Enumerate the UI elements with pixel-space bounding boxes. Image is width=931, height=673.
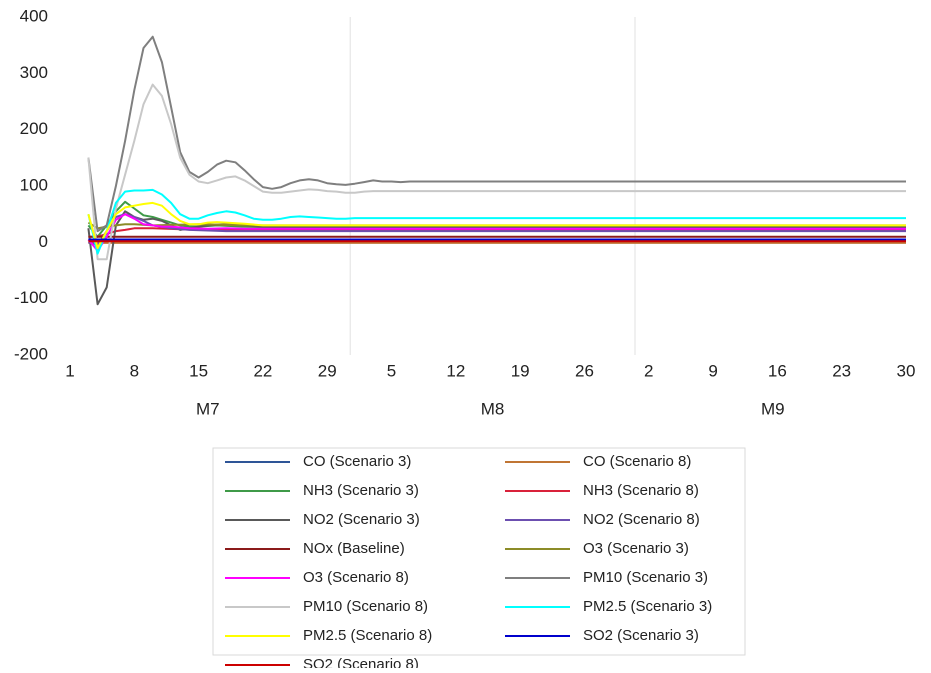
y-tick-label: 200	[20, 119, 48, 138]
x-group-label: M7	[196, 399, 220, 418]
y-tick-label: 0	[39, 232, 48, 251]
x-tick-label: 26	[575, 361, 594, 380]
x-tick-label: 8	[130, 361, 139, 380]
x-tick-label: 9	[708, 361, 717, 380]
legend-label: CO (Scenario 3)	[303, 453, 411, 470]
series-line	[87, 201, 906, 249]
grid	[349, 17, 636, 355]
x-tick-label: 2	[644, 361, 653, 380]
legend: CO (Scenario 3) CO (Scenario 8) NH3 (Scena…	[225, 453, 712, 673]
x-tick-label: 19	[511, 361, 530, 380]
legend-box	[212, 447, 746, 656]
x-tick-label: 15	[189, 361, 208, 380]
x-tick-label: 16	[768, 361, 787, 380]
legend-label: NH3 (Scenario 3)	[303, 482, 419, 499]
x-tick-label: 1	[65, 361, 74, 380]
y-tick-label: -200	[14, 344, 48, 363]
y-tick-label: 100	[20, 175, 48, 194]
legend-label: SO2 (Scenario 8)	[303, 656, 419, 668]
y-tick-label: 400	[20, 6, 48, 25]
legend-label: PM10 (Scenario 3)	[583, 569, 708, 586]
legend-label: PM2.5 (Scenario 8)	[303, 627, 432, 644]
legend-label: SO2 (Scenario 3)	[583, 627, 699, 644]
x-group-label: M9	[761, 399, 785, 418]
legend-label: O3 (Scenario 8)	[303, 569, 409, 586]
legend-label: CO (Scenario 8)	[583, 453, 691, 470]
legend-label: PM2.5 (Scenario 3)	[583, 598, 712, 615]
legend-label: NOx (Baseline)	[303, 540, 405, 557]
legend-label: NH3 (Scenario 8)	[583, 482, 699, 499]
x-tick-label: 23	[832, 361, 851, 380]
x-tick-label: 12	[446, 361, 465, 380]
legend-label: NO2 (Scenario 3)	[303, 511, 420, 528]
x-tick-label: 30	[897, 361, 916, 380]
plot-area	[87, 35, 906, 306]
y-tick-label: 300	[20, 63, 48, 82]
legend-label: PM10 (Scenario 8)	[303, 598, 428, 615]
y-tick-label: -100	[14, 288, 48, 307]
x-tick-label: 22	[253, 361, 272, 380]
legend-label: O3 (Scenario 3)	[583, 540, 689, 557]
series-line	[88, 227, 906, 238]
series-line	[87, 213, 906, 252]
legend-label: NO2 (Scenario 8)	[583, 511, 700, 528]
x-group-label: M8	[481, 399, 505, 418]
series-line	[87, 188, 906, 255]
x-tick-label: 29	[318, 361, 337, 380]
series-line	[87, 35, 906, 233]
series-line	[87, 83, 906, 261]
x-tick-label: 5	[387, 361, 396, 380]
